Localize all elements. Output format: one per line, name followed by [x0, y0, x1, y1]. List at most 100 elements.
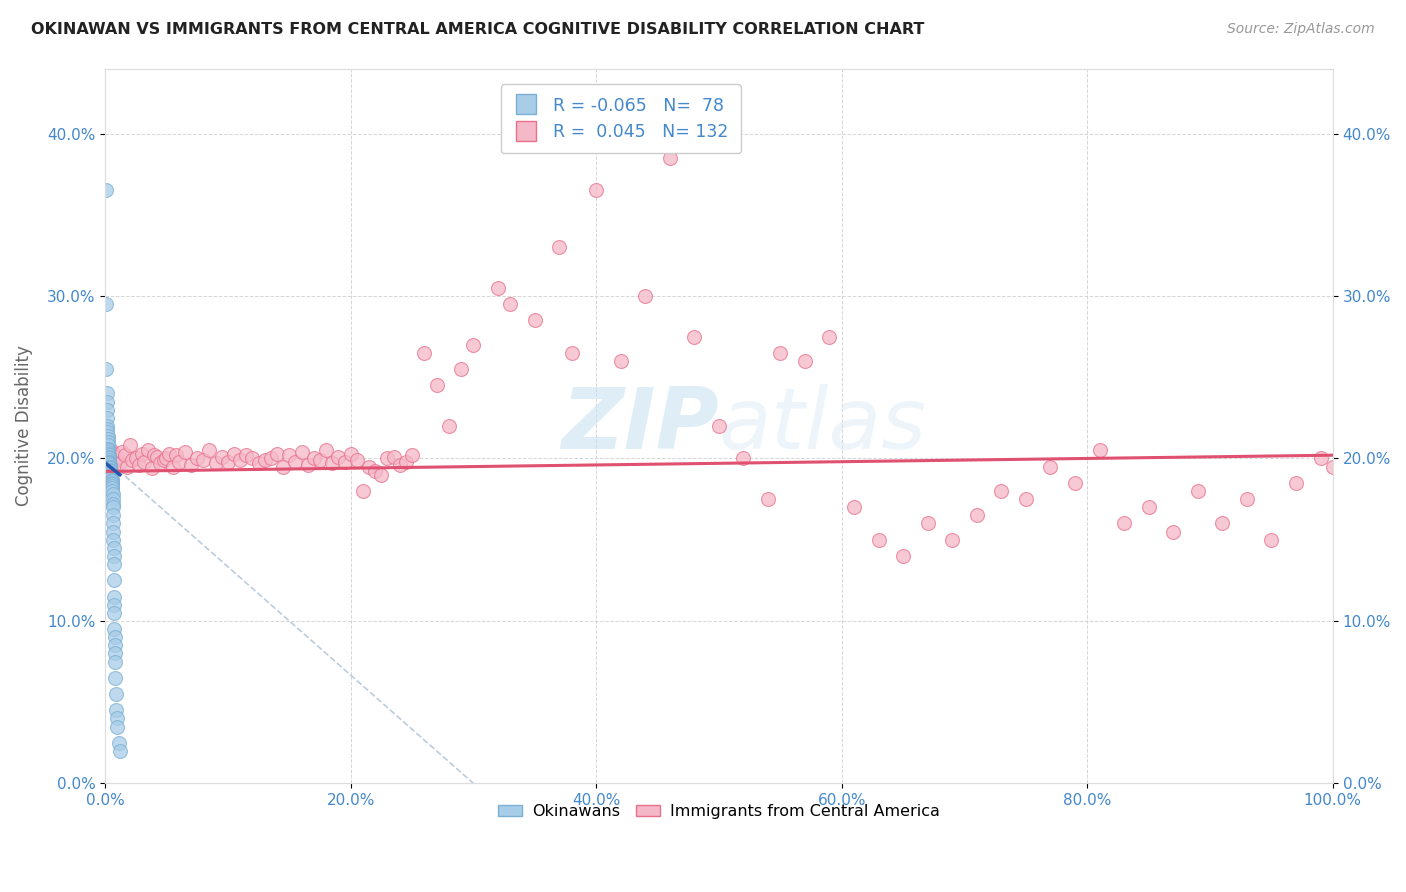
Point: [100, 443, 122, 458]
Point: [346, 453, 368, 467]
Point: [105, 703, 128, 717]
Point: [134, 455, 156, 469]
Point: [165, 448, 187, 462]
Point: [97, 451, 120, 466]
Point: [101, 491, 124, 506]
Text: ZIP: ZIP: [561, 384, 718, 467]
Point: [100, 473, 122, 487]
Point: [100, 473, 122, 487]
Point: [96, 422, 118, 436]
Legend: Okinawans, Immigrants from Central America: Okinawans, Immigrants from Central Ameri…: [492, 797, 946, 825]
Point: [382, 450, 405, 464]
Point: [97, 435, 120, 450]
Point: [1322, 459, 1344, 474]
Point: [271, 459, 294, 474]
Point: [321, 456, 343, 470]
Point: [561, 346, 583, 360]
Point: [247, 456, 270, 470]
Point: [125, 451, 148, 466]
Point: [100, 467, 122, 482]
Point: [97, 446, 120, 460]
Point: [297, 458, 319, 472]
Point: [103, 630, 125, 644]
Point: [100, 471, 122, 485]
Point: [104, 638, 127, 652]
Point: [104, 655, 127, 669]
Point: [103, 516, 125, 531]
Point: [103, 533, 125, 547]
Point: [401, 448, 423, 462]
Point: [100, 471, 122, 485]
Point: [98, 459, 121, 474]
Point: [339, 446, 361, 460]
Point: [1039, 459, 1062, 474]
Point: [105, 450, 128, 464]
Point: [229, 453, 252, 467]
Point: [143, 448, 166, 462]
Point: [437, 419, 460, 434]
Point: [523, 313, 546, 327]
Point: [204, 456, 226, 470]
Point: [96, 425, 118, 440]
Point: [98, 456, 121, 470]
Point: [97, 451, 120, 466]
Point: [97, 438, 120, 452]
Point: [101, 477, 124, 491]
Point: [426, 378, 449, 392]
Point: [222, 446, 245, 460]
Point: [1088, 443, 1111, 458]
Point: [101, 479, 124, 493]
Point: [101, 475, 124, 490]
Point: [155, 451, 177, 466]
Point: [136, 443, 159, 458]
Point: [793, 354, 815, 368]
Point: [756, 491, 779, 506]
Point: [162, 459, 184, 474]
Point: [101, 487, 124, 501]
Point: [100, 466, 122, 480]
Point: [98, 463, 121, 477]
Point: [101, 483, 124, 498]
Point: [96, 362, 118, 376]
Point: [98, 461, 121, 475]
Point: [1236, 491, 1258, 506]
Point: [118, 438, 141, 452]
Point: [370, 467, 392, 482]
Point: [1260, 533, 1282, 547]
Point: [1015, 491, 1038, 506]
Point: [108, 456, 131, 470]
Point: [990, 483, 1012, 498]
Point: [891, 549, 914, 563]
Point: [96, 386, 118, 401]
Point: [97, 442, 120, 456]
Point: [101, 500, 124, 515]
Point: [104, 671, 127, 685]
Point: [94, 297, 117, 311]
Point: [97, 443, 120, 458]
Point: [101, 497, 124, 511]
Point: [100, 465, 122, 479]
Point: [941, 533, 963, 547]
Point: [683, 329, 706, 343]
Point: [217, 455, 239, 469]
Point: [96, 419, 118, 434]
Text: atlas: atlas: [718, 384, 927, 467]
Point: [1285, 475, 1308, 490]
Point: [302, 451, 325, 466]
Point: [328, 450, 350, 464]
Point: [105, 719, 128, 733]
Point: [103, 606, 125, 620]
Point: [98, 459, 121, 474]
Point: [174, 445, 197, 459]
Point: [145, 450, 167, 464]
Point: [101, 508, 124, 523]
Point: [548, 240, 571, 254]
Point: [103, 590, 125, 604]
Text: Source: ZipAtlas.com: Source: ZipAtlas.com: [1227, 22, 1375, 37]
Point: [98, 461, 121, 475]
Point: [180, 458, 202, 472]
Point: [97, 432, 120, 446]
Point: [658, 151, 681, 165]
Point: [101, 481, 124, 495]
Y-axis label: Cognitive Disability: Cognitive Disability: [15, 345, 32, 507]
